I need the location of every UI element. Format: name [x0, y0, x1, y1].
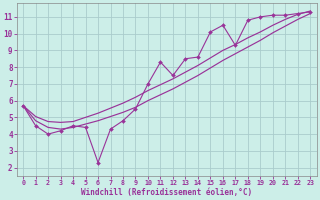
X-axis label: Windchill (Refroidissement éolien,°C): Windchill (Refroidissement éolien,°C)	[81, 188, 252, 197]
